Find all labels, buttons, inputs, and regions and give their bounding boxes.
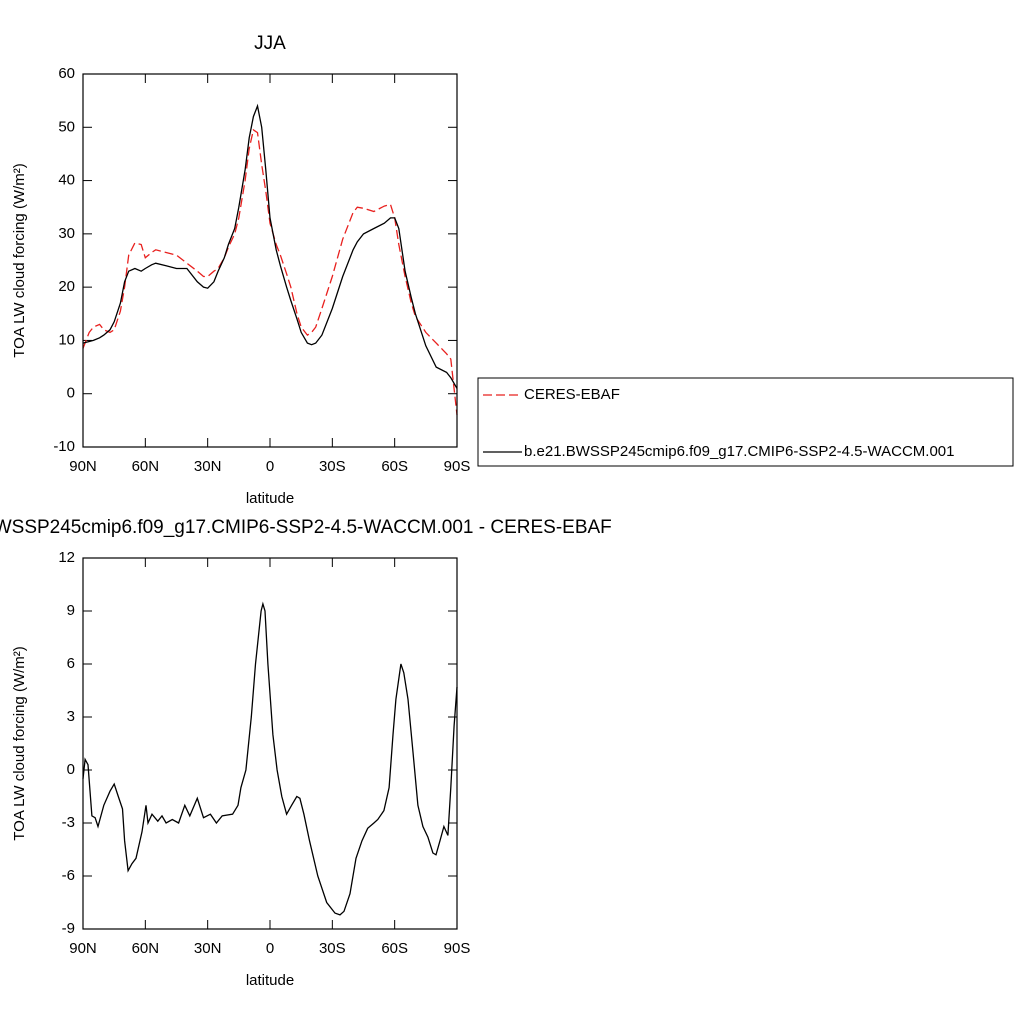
y-tick-label: 30 xyxy=(58,225,75,242)
plot-frame xyxy=(82,73,458,448)
x-tick-label: 90N xyxy=(69,458,97,475)
y-tick-label: 10 xyxy=(58,331,75,348)
data-line xyxy=(82,128,458,416)
x-tick-label: 90N xyxy=(69,940,97,957)
y-tick-label: -9 xyxy=(62,920,75,937)
y-tick-label: 12 xyxy=(58,549,75,566)
y-tick-label: -10 xyxy=(53,438,75,455)
x-tick-label: 60N xyxy=(132,940,160,957)
x-axis-label: latitude xyxy=(246,972,294,989)
y-axis-label: TOA LW cloud forcing (W/m²) xyxy=(11,163,28,357)
y-axis-label: TOA LW cloud forcing (W/m²) xyxy=(11,646,28,840)
y-tick-label: 6 xyxy=(67,655,75,672)
y-tick-label: -6 xyxy=(62,867,75,884)
y-tick-label: -3 xyxy=(62,814,75,831)
data-line xyxy=(82,103,458,389)
x-tick-label: 60S xyxy=(381,458,408,475)
plot-frame xyxy=(82,557,458,930)
x-tick-label: 30S xyxy=(319,458,346,475)
x-tick-label: 60N xyxy=(132,458,160,475)
x-axis-label: latitude xyxy=(246,490,294,507)
x-tick-label: 90S xyxy=(444,940,471,957)
y-tick-label: 0 xyxy=(67,761,75,778)
chart-title: b.e21.BWSSP245cmip6.f09_g17.CMIP6-SSP2-4… xyxy=(0,517,612,538)
data-line xyxy=(82,601,458,916)
legend-label: CERES-EBAF xyxy=(524,386,620,403)
x-tick-label: 30S xyxy=(319,940,346,957)
x-tick-label: 0 xyxy=(266,458,274,475)
legend-box xyxy=(477,377,1014,467)
legend-label: b.e21.BWSSP245cmip6.f09_g17.CMIP6-SSP2-4… xyxy=(524,443,954,460)
y-tick-label: 40 xyxy=(58,172,75,189)
y-tick-label: 0 xyxy=(67,385,75,402)
y-tick-label: 3 xyxy=(67,708,75,725)
y-tick-label: 9 xyxy=(67,602,75,619)
x-tick-label: 60S xyxy=(381,940,408,957)
y-tick-label: 20 xyxy=(58,278,75,295)
chart-title: JJA xyxy=(254,33,286,54)
x-tick-label: 0 xyxy=(266,940,274,957)
x-tick-label: 30N xyxy=(194,940,222,957)
y-tick-label: 60 xyxy=(58,65,75,82)
x-tick-label: 30N xyxy=(194,458,222,475)
x-tick-label: 90S xyxy=(444,458,471,475)
y-tick-label: 50 xyxy=(58,118,75,135)
